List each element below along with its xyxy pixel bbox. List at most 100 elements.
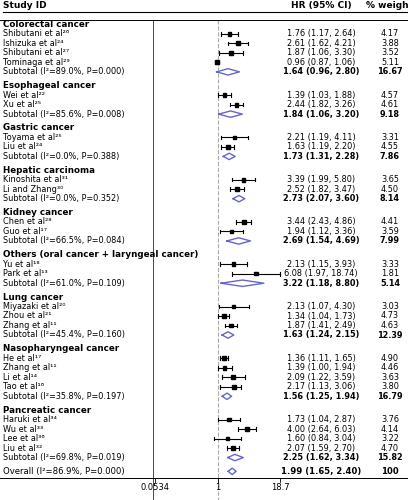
- Text: Liu et al²⁴: Liu et al²⁴: [3, 142, 42, 152]
- Text: 4.61: 4.61: [381, 100, 399, 109]
- Text: 3.59: 3.59: [381, 227, 399, 236]
- Text: 8.14: 8.14: [380, 194, 400, 203]
- Text: Lung cancer: Lung cancer: [3, 292, 63, 302]
- Text: 6.08 (1.97, 18.74): 6.08 (1.97, 18.74): [284, 269, 358, 278]
- Text: He et al¹⁷: He et al¹⁷: [3, 354, 41, 363]
- Text: Subtotal (I²=69.8%, P=0.019): Subtotal (I²=69.8%, P=0.019): [3, 453, 125, 462]
- Text: 1.84 (1.06, 3.20): 1.84 (1.06, 3.20): [283, 110, 359, 118]
- Text: HR (95% CI): HR (95% CI): [290, 1, 351, 10]
- Text: 4.46: 4.46: [381, 364, 399, 372]
- Text: Subtotal (I²=35.8%, P=0.197): Subtotal (I²=35.8%, P=0.197): [3, 392, 124, 401]
- Text: Tominaga et al²⁹: Tominaga et al²⁹: [3, 58, 70, 67]
- Text: Guo et al¹⁷: Guo et al¹⁷: [3, 227, 47, 236]
- Text: 4.73: 4.73: [381, 312, 399, 320]
- Text: 7.99: 7.99: [380, 236, 400, 246]
- Text: 1.73 (1.04, 2.87): 1.73 (1.04, 2.87): [287, 415, 355, 424]
- Text: Kidney cancer: Kidney cancer: [3, 208, 73, 217]
- Text: 1.34 (1.04, 1.73): 1.34 (1.04, 1.73): [287, 312, 355, 320]
- Text: Chen et al²⁸: Chen et al²⁸: [3, 218, 51, 226]
- Text: Lee et al³⁶: Lee et al³⁶: [3, 434, 44, 443]
- Text: 1.63 (1.24, 2.15): 1.63 (1.24, 2.15): [283, 330, 359, 340]
- Text: 4.63: 4.63: [381, 321, 399, 330]
- Text: Park et al¹³: Park et al¹³: [3, 269, 48, 278]
- Text: 4.17: 4.17: [381, 30, 399, 38]
- Text: Subtotal (I²=85.6%, P=0.008): Subtotal (I²=85.6%, P=0.008): [3, 110, 124, 118]
- Text: 2.61 (1.62, 4.21): 2.61 (1.62, 4.21): [287, 39, 355, 48]
- Text: 2.09 (1.22, 3.59): 2.09 (1.22, 3.59): [287, 373, 355, 382]
- Text: Tao et al¹⁶: Tao et al¹⁶: [3, 382, 44, 392]
- Text: 3.31: 3.31: [381, 133, 399, 142]
- Text: 15.82: 15.82: [377, 453, 403, 462]
- Polygon shape: [227, 238, 251, 244]
- Text: 100: 100: [381, 467, 399, 476]
- Text: 0.96 (0.87, 1.06): 0.96 (0.87, 1.06): [287, 58, 355, 67]
- Polygon shape: [221, 280, 264, 286]
- Text: 2.25 (1.62, 3.34): 2.25 (1.62, 3.34): [283, 453, 359, 462]
- Text: 3.44 (2.43, 4.86): 3.44 (2.43, 4.86): [287, 218, 355, 226]
- Text: Nasopharyngeal cancer: Nasopharyngeal cancer: [3, 344, 119, 354]
- Polygon shape: [222, 332, 234, 338]
- Text: 9.18: 9.18: [380, 110, 400, 118]
- Text: Shibutani et al²⁶: Shibutani et al²⁶: [3, 30, 69, 38]
- Text: Toyama et al²⁵: Toyama et al²⁵: [3, 133, 62, 142]
- Bar: [231, 446, 235, 450]
- Text: 1.81: 1.81: [381, 269, 399, 278]
- Bar: [232, 262, 235, 266]
- Text: Miyazaki et al²⁰: Miyazaki et al²⁰: [3, 302, 66, 311]
- Bar: [231, 376, 235, 379]
- Bar: [215, 60, 219, 64]
- Text: % weight: % weight: [366, 1, 408, 10]
- Bar: [242, 178, 246, 182]
- Bar: [228, 32, 231, 36]
- Bar: [230, 230, 233, 234]
- Text: Subtotal (I²=0.0%, P=0.388): Subtotal (I²=0.0%, P=0.388): [3, 152, 120, 161]
- Text: 1.60 (0.84, 3.04): 1.60 (0.84, 3.04): [287, 434, 355, 443]
- Text: 4.00 (2.64, 6.03): 4.00 (2.64, 6.03): [287, 424, 355, 434]
- Bar: [229, 51, 233, 54]
- Text: Subtotal (I²=61.0%, P=0.109): Subtotal (I²=61.0%, P=0.109): [3, 278, 125, 287]
- Text: Zhang et al¹¹: Zhang et al¹¹: [3, 321, 57, 330]
- Text: 5.14: 5.14: [380, 278, 400, 287]
- Text: 1.39 (1.00, 1.94): 1.39 (1.00, 1.94): [287, 364, 355, 372]
- Bar: [222, 314, 226, 318]
- Text: Kinoshita et al³¹: Kinoshita et al³¹: [3, 175, 68, 184]
- Text: 4.14: 4.14: [381, 424, 399, 434]
- Bar: [222, 356, 226, 360]
- Text: 1.87 (1.41, 2.49): 1.87 (1.41, 2.49): [287, 321, 355, 330]
- Text: Hepatic carcinoma: Hepatic carcinoma: [3, 166, 95, 174]
- Text: Overall (I²=86.9%, P=0.000): Overall (I²=86.9%, P=0.000): [3, 467, 124, 476]
- Text: Li and Zhang³⁰: Li and Zhang³⁰: [3, 184, 63, 194]
- Bar: [254, 272, 258, 276]
- Text: 2.69 (1.54, 4.69): 2.69 (1.54, 4.69): [283, 236, 359, 246]
- Bar: [227, 418, 231, 422]
- Text: 3.03: 3.03: [381, 302, 399, 311]
- Text: 2.52 (1.82, 3.47): 2.52 (1.82, 3.47): [287, 184, 355, 194]
- Text: 2.17 (1.13, 3.06): 2.17 (1.13, 3.06): [287, 382, 355, 392]
- Text: 1.56 (1.25, 1.94): 1.56 (1.25, 1.94): [283, 392, 359, 401]
- Bar: [235, 102, 239, 106]
- Text: 3.33: 3.33: [381, 260, 399, 268]
- Text: Study ID: Study ID: [3, 1, 47, 10]
- Text: 4.41: 4.41: [381, 218, 399, 226]
- Text: 3.65: 3.65: [381, 175, 399, 184]
- Bar: [226, 436, 229, 440]
- Text: 7.86: 7.86: [380, 152, 400, 161]
- Polygon shape: [223, 153, 235, 160]
- Text: 1.36 (1.11, 1.65): 1.36 (1.11, 1.65): [286, 354, 355, 363]
- Text: 3.22 (1.18, 8.80): 3.22 (1.18, 8.80): [283, 278, 359, 287]
- Text: 1.64 (0.96, 2.80): 1.64 (0.96, 2.80): [283, 68, 359, 76]
- Polygon shape: [219, 111, 242, 117]
- Text: Liu et al³²: Liu et al³²: [3, 444, 42, 452]
- Bar: [242, 220, 246, 224]
- Text: Wu et al³³: Wu et al³³: [3, 424, 43, 434]
- Text: Xu et al²⁵: Xu et al²⁵: [3, 100, 41, 109]
- Bar: [232, 385, 236, 388]
- Text: 3.80: 3.80: [381, 382, 399, 392]
- Text: 3.88: 3.88: [381, 39, 399, 48]
- Text: 3.22: 3.22: [381, 434, 399, 443]
- Text: Zhang et al¹¹: Zhang et al¹¹: [3, 364, 57, 372]
- Bar: [236, 42, 240, 45]
- Text: 2.21 (1.19, 4.11): 2.21 (1.19, 4.11): [287, 133, 355, 142]
- Text: Li et al¹⁴: Li et al¹⁴: [3, 373, 37, 382]
- Text: 4.50: 4.50: [381, 184, 399, 194]
